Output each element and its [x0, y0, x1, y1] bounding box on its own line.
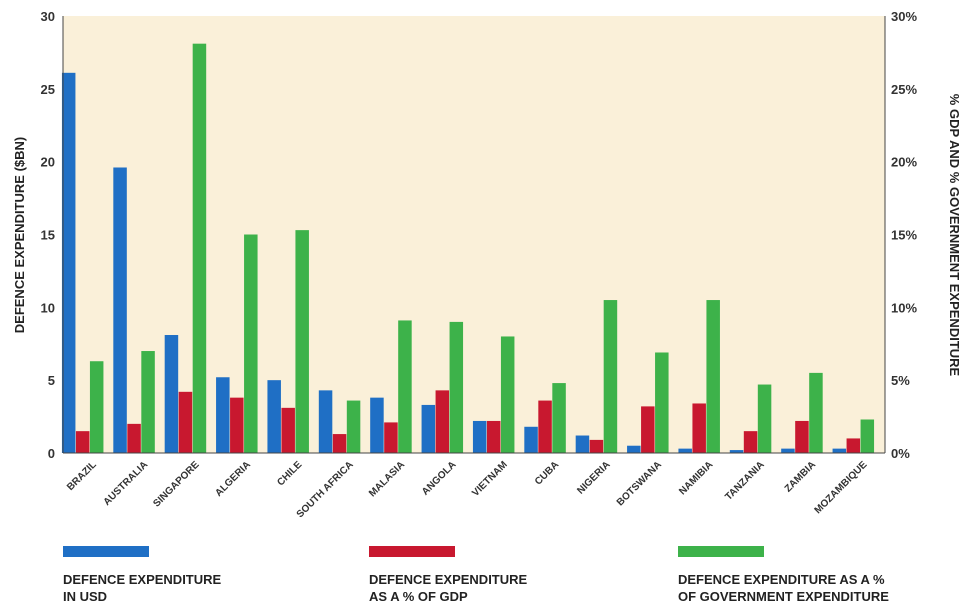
gdp-pct-bar — [846, 438, 861, 453]
legend-swatch-gdp — [369, 546, 455, 557]
category-label: MOZAMBIQUE — [813, 459, 870, 516]
usd-bar — [421, 404, 436, 453]
category-label: ANGOLA — [420, 459, 458, 497]
right-tick-label: 20% — [891, 155, 917, 170]
left-tick-label: 25 — [41, 82, 55, 97]
usd-bar — [113, 167, 127, 453]
left-tick-label: 5 — [48, 373, 55, 388]
category-label: SOUTH AFRICA — [295, 459, 356, 520]
gov-pct-bar — [706, 300, 720, 453]
gdp-pct-bar — [435, 390, 450, 453]
right-tick-label: 25% — [891, 82, 917, 97]
gov-pct-bar — [346, 400, 361, 453]
gov-pct-bar — [89, 361, 104, 453]
category-label: CHILE — [275, 459, 304, 488]
gdp-pct-bar — [281, 407, 295, 453]
gdp-pct-bar — [178, 391, 193, 453]
bar-group — [61, 43, 875, 453]
gov-pct-bar — [655, 352, 669, 453]
gov-pct-bar — [398, 320, 412, 453]
category-label: AUSTRALIA — [102, 459, 151, 508]
left-tick-labels: 0 5 10 15 20 25 30 — [41, 9, 55, 461]
legend-swatch-gov — [678, 546, 764, 557]
gov-pct-bar — [244, 234, 258, 453]
category-label: BOTSWANA — [615, 459, 664, 508]
gdp-pct-bar — [641, 406, 655, 453]
gdp-pct-bar — [486, 420, 501, 453]
right-tick-label: 10% — [891, 300, 917, 315]
category-label: BRAZIL — [65, 459, 99, 493]
category-labels: BRAZIL AUSTRALIA SINGAPORE ALGERIA CHILESOUT… — [65, 459, 870, 520]
gov-pct-bar — [500, 336, 515, 453]
category-label: CUBA — [533, 459, 561, 487]
right-tick-label: 15% — [891, 228, 917, 243]
gdp-pct-bar — [538, 400, 552, 453]
gdp-pct-bar — [692, 403, 706, 453]
gov-pct-bar — [449, 321, 464, 453]
legend-item-usd: DEFENCE EXPENDITURE IN USD — [63, 546, 221, 605]
gov-pct-bar — [757, 384, 772, 453]
right-axis-title: % GDP AND % GOVERNMENT EXPENDITURE — [947, 94, 962, 377]
gov-pct-bar — [295, 230, 309, 453]
category-label: VIETNAM — [470, 459, 510, 499]
usd-bar — [524, 426, 538, 453]
usd-bar — [832, 448, 847, 453]
usd-bar — [318, 390, 333, 453]
usd-bar — [627, 445, 641, 453]
gdp-pct-bar — [384, 422, 398, 453]
right-tick-labels: 0% 5% 10% 15% 20% 25% 30% — [891, 9, 917, 461]
left-tick-label: 20 — [41, 155, 55, 170]
legend-swatch-usd — [63, 546, 149, 557]
legend-label-gdp: DEFENCE EXPENDITURE AS A % OF GDP — [369, 572, 528, 604]
left-tick-label: 0 — [48, 446, 55, 461]
usd-bar — [370, 397, 384, 453]
gdp-pct-bar — [127, 423, 141, 453]
legend-label-usd: DEFENCE EXPENDITURE IN USD — [63, 572, 222, 604]
right-tick-label: 30% — [891, 9, 917, 24]
legend-item-gdp: DEFENCE EXPENDITURE AS A % OF GDP — [369, 546, 527, 605]
category-label: ZAMBIA — [783, 459, 818, 494]
gov-pct-bar — [141, 351, 155, 453]
usd-bar — [678, 448, 692, 453]
gdp-pct-bar — [75, 431, 90, 453]
gdp-pct-bar — [332, 434, 347, 453]
usd-bar — [61, 72, 76, 453]
right-tick-label: 5% — [891, 373, 910, 388]
category-label: NIGERIA — [575, 459, 612, 496]
left-axis-title: DEFENCE EXPENDITURE ($BN) — [12, 137, 27, 333]
usd-bar — [472, 420, 487, 453]
usd-bar — [216, 377, 230, 453]
legend-label-gov: DEFENCE EXPENDITURE AS A % OF GOVERNMENT… — [678, 572, 889, 604]
usd-bar — [575, 435, 590, 453]
gov-pct-bar — [860, 419, 875, 453]
gov-pct-bar — [192, 43, 207, 453]
usd-bar — [781, 448, 795, 453]
gov-pct-bar — [552, 383, 566, 453]
category-label: ALGERIA — [213, 459, 253, 499]
gdp-pct-bar — [589, 439, 604, 453]
gdp-pct-bar — [795, 420, 809, 453]
usd-bar — [164, 335, 179, 453]
gdp-pct-bar — [743, 431, 758, 453]
category-label: NAMIBIA — [677, 459, 715, 497]
left-tick-label: 30 — [41, 9, 55, 24]
left-tick-label: 15 — [41, 228, 55, 243]
gov-pct-bar — [809, 372, 823, 453]
gdp-pct-bar — [230, 397, 244, 453]
gov-pct-bar — [603, 300, 618, 453]
legend-item-gov: DEFENCE EXPENDITURE AS A % OF GOVERNMENT… — [678, 546, 889, 605]
category-label: SINGAPORE — [151, 459, 201, 509]
usd-bar — [267, 380, 281, 453]
left-tick-label: 10 — [41, 300, 55, 315]
category-label: MALASIA — [367, 459, 407, 499]
category-label: TANZANIA — [723, 459, 766, 502]
right-tick-label: 0% — [891, 446, 910, 461]
usd-bar — [729, 450, 744, 453]
